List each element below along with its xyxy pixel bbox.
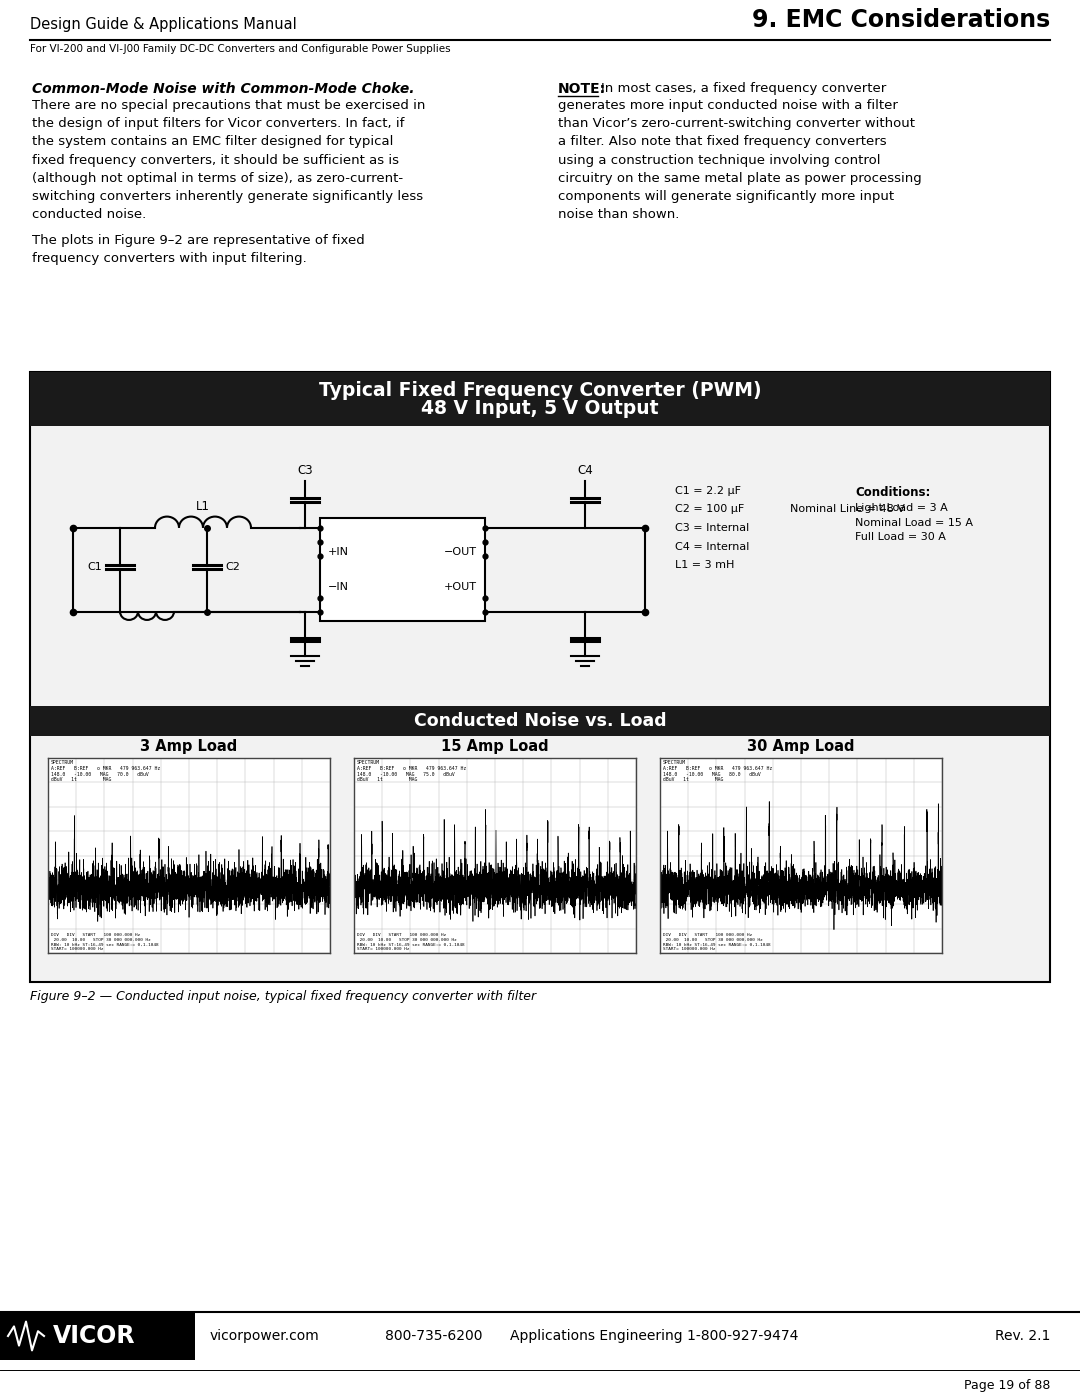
Text: Figure 9–2 — Conducted input noise, typical fixed frequency converter with filte: Figure 9–2 — Conducted input noise, typi… xyxy=(30,990,536,1003)
Text: Typical Fixed Frequency Converter (PWM): Typical Fixed Frequency Converter (PWM) xyxy=(319,380,761,400)
Bar xyxy=(320,518,485,620)
Text: L1 = 3 mH: L1 = 3 mH xyxy=(675,560,734,570)
Text: There are no special precautions that must be exercised in
the design of input f: There are no special precautions that mu… xyxy=(32,99,426,221)
Text: C4 = Internal: C4 = Internal xyxy=(675,542,750,552)
Text: DIV   DIV   START   100 000.000 Hz
 20.00  10.00   STOP 30 000 000.000 Hz
RBW: 1: DIV DIV START 100 000.000 Hz 20.00 10.00… xyxy=(51,933,159,951)
Text: DIV   DIV   START   100 000.000 Hz
 20.00  10.00   STOP 30 000 000.000 Hz
RBW: 1: DIV DIV START 100 000.000 Hz 20.00 10.00… xyxy=(356,933,464,951)
Text: NOTE:: NOTE: xyxy=(558,82,606,96)
Text: +IN: +IN xyxy=(328,548,349,557)
Text: 15 Amp Load: 15 Amp Load xyxy=(442,739,549,754)
Text: Rev. 2.1: Rev. 2.1 xyxy=(995,1329,1050,1343)
Text: In most cases, a fixed frequency converter: In most cases, a fixed frequency convert… xyxy=(600,82,887,95)
Text: C3 = Internal: C3 = Internal xyxy=(675,522,750,534)
Text: For VI-200 and VI-J00 Family DC-DC Converters and Configurable Power Supplies: For VI-200 and VI-J00 Family DC-DC Conve… xyxy=(30,43,450,54)
Text: L1: L1 xyxy=(195,500,210,513)
Text: −OUT: −OUT xyxy=(444,548,477,557)
Text: SPECTRUM
A:REF   B:REF   o MKR   479 963.647 Hz
148.0   -10.00   MAG   70.0   dB: SPECTRUM A:REF B:REF o MKR 479 963.647 H… xyxy=(51,760,160,782)
Text: Conditions:: Conditions: xyxy=(855,486,930,499)
Text: Conducted Noise vs. Load: Conducted Noise vs. Load xyxy=(414,712,666,731)
Bar xyxy=(30,705,1050,736)
Text: Page 19 of 88: Page 19 of 88 xyxy=(963,1379,1050,1393)
Text: C2 = 100 μF: C2 = 100 μF xyxy=(675,504,744,514)
Bar xyxy=(30,372,1050,426)
Text: The plots in Figure 9–2 are representative of fixed
frequency converters with in: The plots in Figure 9–2 are representati… xyxy=(32,235,365,265)
Text: SPECTRUM
A:REF   B:REF   o MKR   479 963.647 Hz
148.0   -10.00   MAG   80.0   dB: SPECTRUM A:REF B:REF o MKR 479 963.647 H… xyxy=(663,760,772,782)
Text: +OUT: +OUT xyxy=(444,583,477,592)
Text: 48 V Input, 5 V Output: 48 V Input, 5 V Output xyxy=(421,398,659,418)
Text: SPECTRUM
A:REF   B:REF   o MKR   479 963.647 Hz
148.0   -10.00   MAG   75.0   dB: SPECTRUM A:REF B:REF o MKR 479 963.647 H… xyxy=(356,760,467,782)
Text: Applications Engineering 1-800-927-9474: Applications Engineering 1-800-927-9474 xyxy=(510,1329,798,1343)
Text: DIV   DIV   START   100 000.000 Hz
 20.00  10.00   STOP 30 000 000.000 Hz
RBW: 1: DIV DIV START 100 000.000 Hz 20.00 10.00… xyxy=(663,933,770,951)
Bar xyxy=(30,372,1050,982)
Text: −IN: −IN xyxy=(328,583,349,592)
Text: Common-Mode Noise with Common-Mode Choke.: Common-Mode Noise with Common-Mode Choke… xyxy=(32,82,415,96)
Text: C1: C1 xyxy=(87,562,102,571)
Text: C3: C3 xyxy=(297,464,313,478)
Text: Nominal Line = 48 V: Nominal Line = 48 V xyxy=(789,504,905,514)
Text: 9. EMC Considerations: 9. EMC Considerations xyxy=(752,8,1050,32)
Text: 800-735-6200: 800-735-6200 xyxy=(384,1329,483,1343)
Text: 3 Amp Load: 3 Amp Load xyxy=(140,739,238,754)
Text: vicorpower.com: vicorpower.com xyxy=(210,1329,320,1343)
Text: Nominal Load = 15 A: Nominal Load = 15 A xyxy=(855,517,973,528)
Text: Design Guide & Applications Manual: Design Guide & Applications Manual xyxy=(30,17,297,32)
Text: C4: C4 xyxy=(577,464,593,478)
Text: 30 Amp Load: 30 Amp Load xyxy=(747,739,854,754)
Text: VICOR: VICOR xyxy=(53,1324,135,1348)
Text: Light Load = 3 A: Light Load = 3 A xyxy=(855,503,948,513)
Text: C1 = 2.2 μF: C1 = 2.2 μF xyxy=(675,486,741,496)
Text: C2: C2 xyxy=(225,562,240,571)
Text: Full Load = 30 A: Full Load = 30 A xyxy=(855,532,946,542)
Text: generates more input conducted noise with a filter
than Vicor’s zero-current-swi: generates more input conducted noise wit… xyxy=(558,99,921,221)
Bar xyxy=(0,1312,195,1361)
